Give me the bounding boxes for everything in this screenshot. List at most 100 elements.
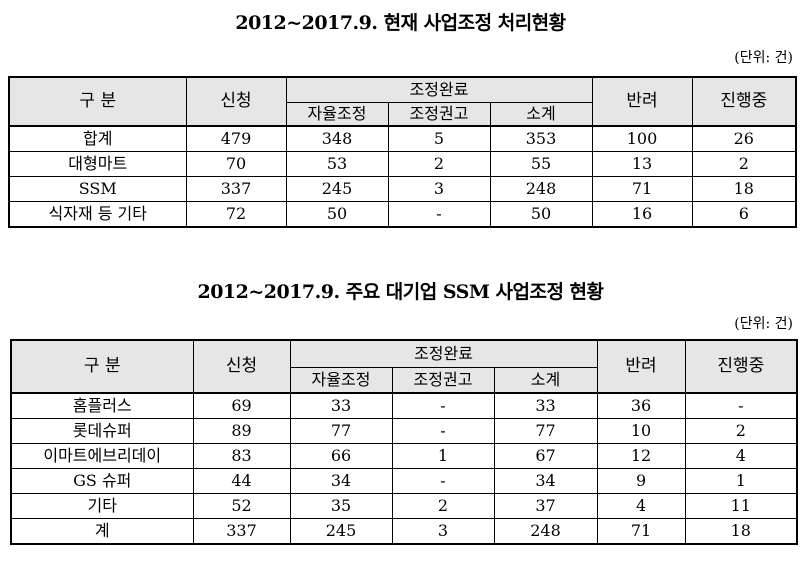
header-category: 구 분 — [10, 339, 194, 394]
header-ongoing: 진행중 — [691, 76, 797, 127]
row-label: 식자재 등 기타 — [8, 201, 187, 228]
row-label: GS 슈퍼 — [10, 468, 194, 494]
table-row: GS 슈퍼 44 34 - 34 9 1 — [10, 468, 798, 494]
cell: 50 — [489, 201, 593, 228]
cell: 11 — [684, 493, 798, 519]
cell: 71 — [591, 176, 693, 202]
cell: 52 — [192, 493, 291, 519]
cell: - — [684, 392, 798, 419]
header-subtotal: 소계 — [493, 367, 598, 394]
row-label: 계 — [10, 518, 194, 545]
table-row: 기타 52 35 2 37 4 11 — [10, 493, 798, 519]
cell: 3 — [387, 176, 491, 202]
cell: 6 — [691, 201, 797, 228]
table1-title: 2012~2017.9. 현재 사업조정 처리현황 — [235, 12, 566, 34]
cell: 34 — [493, 468, 598, 494]
cell: 35 — [289, 493, 393, 519]
header-subtotal: 소계 — [489, 102, 593, 127]
cell: 33 — [493, 392, 598, 419]
row-label: 이마트에브리데이 — [10, 443, 194, 469]
cell: 337 — [192, 518, 291, 545]
cell: 337 — [185, 176, 287, 202]
cell: 77 — [493, 418, 598, 444]
table-row: 합계 479 348 5 353 100 26 — [8, 125, 797, 152]
cell: - — [391, 418, 495, 444]
header-completed: 조정완료 — [285, 76, 593, 103]
cell: 2 — [691, 151, 797, 177]
cell: 37 — [493, 493, 598, 519]
cell: 18 — [684, 518, 798, 545]
cell: 18 — [691, 176, 797, 202]
cell: 9 — [596, 468, 686, 494]
row-label: 롯데슈퍼 — [10, 418, 194, 444]
table-row: SSM 337 245 3 248 71 18 — [8, 176, 797, 202]
table-row: 식자재 등 기타 72 50 - 50 16 6 — [8, 201, 797, 228]
row-label: 합계 — [8, 125, 187, 152]
cell: 26 — [691, 125, 797, 152]
cell: 53 — [285, 151, 389, 177]
cell: 348 — [285, 125, 389, 152]
header-ongoing: 진행중 — [684, 339, 798, 394]
header-rejected: 반려 — [596, 339, 686, 394]
header-recommended: 조정권고 — [387, 102, 491, 127]
cell: 2 — [387, 151, 491, 177]
cell: 16 — [591, 201, 693, 228]
cell: 44 — [192, 468, 291, 494]
cell: 10 — [596, 418, 686, 444]
cell: 83 — [192, 443, 291, 469]
table2-title: 2012~2017.9. 주요 대기업 SSM 사업조정 현황 — [197, 281, 604, 303]
table-row: 대형마트 70 53 2 55 13 2 — [8, 151, 797, 177]
cell: - — [391, 392, 495, 419]
cell: 248 — [489, 176, 593, 202]
cell: 4 — [684, 443, 798, 469]
header-applied: 신청 — [192, 339, 291, 394]
cell: 1 — [391, 443, 495, 469]
cell: 13 — [591, 151, 693, 177]
row-label: 홈플러스 — [10, 392, 194, 419]
cell: - — [387, 201, 491, 228]
cell: 3 — [391, 518, 495, 545]
cell: 36 — [596, 392, 686, 419]
cell: 245 — [285, 176, 389, 202]
cell: 2 — [684, 418, 798, 444]
cell: 89 — [192, 418, 291, 444]
cell: 77 — [289, 418, 393, 444]
header-completed: 조정완료 — [289, 339, 598, 368]
cell: 34 — [289, 468, 393, 494]
header-applied: 신청 — [185, 76, 287, 127]
table2-unit-label: (단위: 건) — [734, 316, 793, 332]
cell: 245 — [289, 518, 393, 545]
cell: 248 — [493, 518, 598, 545]
header-voluntary: 자율조정 — [289, 367, 393, 394]
cell: 55 — [489, 151, 593, 177]
cell: 1 — [684, 468, 798, 494]
table2-ssm-status: 구 분 신청 조정완료 반려 진행중 자율조정 조정권고 소계 홈플러스 69 … — [10, 339, 799, 545]
cell: 67 — [493, 443, 598, 469]
header-voluntary: 자율조정 — [285, 102, 389, 127]
cell: 2 — [391, 493, 495, 519]
table1-processing-status: 구 분 신청 조정완료 반려 진행중 자율조정 조정권고 소계 합계 479 3… — [8, 76, 798, 228]
cell: 33 — [289, 392, 393, 419]
cell: 72 — [185, 201, 287, 228]
header-category: 구 분 — [8, 76, 187, 127]
cell: 100 — [591, 125, 693, 152]
header-recommended: 조정권고 — [391, 367, 495, 394]
header-rejected: 반려 — [591, 76, 693, 127]
cell: 4 — [596, 493, 686, 519]
cell: 66 — [289, 443, 393, 469]
row-label: SSM — [8, 176, 187, 202]
cell: 353 — [489, 125, 593, 152]
table-row: 홈플러스 69 33 - 33 36 - — [10, 392, 798, 419]
table1-unit-label: (단위: 건) — [734, 50, 793, 66]
cell: - — [391, 468, 495, 494]
table-row: 계 337 245 3 248 71 18 — [10, 518, 798, 545]
row-label: 대형마트 — [8, 151, 187, 177]
cell: 70 — [185, 151, 287, 177]
table-row: 이마트에브리데이 83 66 1 67 12 4 — [10, 443, 798, 469]
cell: 5 — [387, 125, 491, 152]
row-label: 기타 — [10, 493, 194, 519]
cell: 12 — [596, 443, 686, 469]
cell: 69 — [192, 392, 291, 419]
cell: 479 — [185, 125, 287, 152]
table-row: 롯데슈퍼 89 77 - 77 10 2 — [10, 418, 798, 444]
